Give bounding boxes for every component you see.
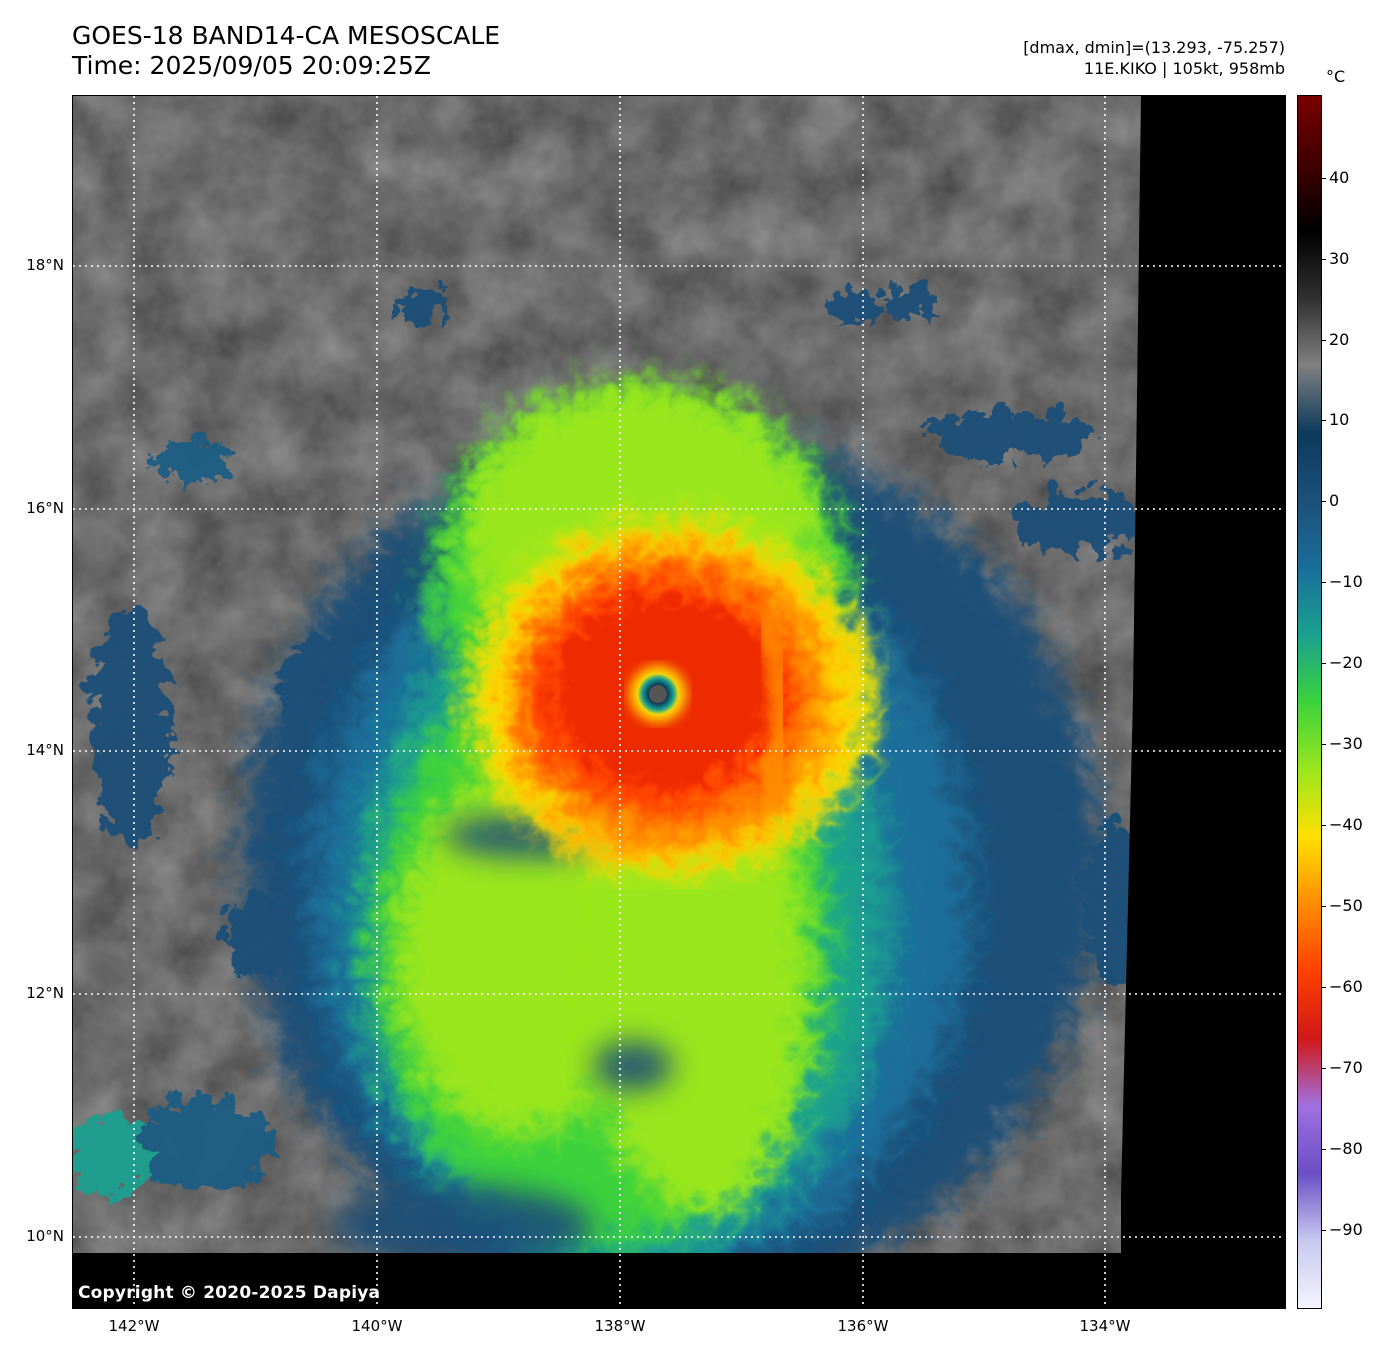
cbar-label-m10: −10: [1329, 572, 1363, 591]
lon-label-136w: 136°W: [837, 1317, 889, 1335]
cbar-label-20: 20: [1329, 330, 1350, 349]
data-range-info: [dmax, dmin]=(13.293, -75.257): [1023, 38, 1285, 57]
cbar-label-m60: −60: [1329, 977, 1363, 996]
cbar-label-m80: −80: [1329, 1139, 1363, 1158]
satellite-imagery: [73, 96, 1285, 1308]
lon-label-134w: 134°W: [1079, 1317, 1131, 1335]
cbar-label-m90: −90: [1329, 1220, 1363, 1239]
cbar-label-40: 40: [1329, 168, 1350, 187]
lat-label-10n: 10°N: [26, 1227, 64, 1245]
lon-label-140w: 140°W: [351, 1317, 403, 1335]
lon-label-138w: 138°W: [594, 1317, 646, 1335]
cbar-label-0: 0: [1329, 491, 1340, 510]
title-line-1: GOES-18 BAND14-CA MESOSCALE: [72, 21, 501, 50]
temperature-colorbar: [1297, 95, 1322, 1309]
cbar-label-m70: −70: [1329, 1058, 1363, 1077]
lon-label-142w: 142°W: [108, 1317, 160, 1335]
lat-label-14n: 14°N: [26, 741, 64, 759]
satellite-map: Copyright © 2020-2025 Dapiya: [72, 95, 1286, 1309]
cbar-label-m50: −50: [1329, 896, 1363, 915]
cbar-label-m20: −20: [1329, 653, 1363, 672]
cbar-label-m40: −40: [1329, 815, 1363, 834]
cbar-label-m30: −30: [1329, 734, 1363, 753]
lat-label-16n: 16°N: [26, 499, 64, 517]
lat-label-18n: 18°N: [26, 256, 64, 274]
lat-label-12n: 12°N: [26, 984, 64, 1002]
storm-info: 11E.KIKO | 105kt, 958mb: [1083, 59, 1285, 78]
title-line-2: Time: 2025/09/05 20:09:25Z: [72, 51, 431, 80]
cbar-label-30: 30: [1329, 249, 1350, 268]
graticule: [73, 96, 1285, 1308]
cbar-label-10: 10: [1329, 410, 1350, 429]
copyright-notice: Copyright © 2020-2025 Dapiya: [78, 1283, 381, 1303]
colorbar-unit: °C: [1326, 67, 1346, 86]
